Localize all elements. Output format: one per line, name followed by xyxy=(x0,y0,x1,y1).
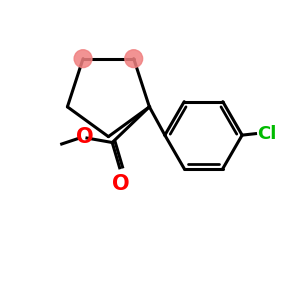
Circle shape xyxy=(125,50,142,68)
Text: O: O xyxy=(112,174,130,194)
Text: Cl: Cl xyxy=(257,125,276,143)
Circle shape xyxy=(74,50,92,68)
Text: O: O xyxy=(76,127,93,147)
